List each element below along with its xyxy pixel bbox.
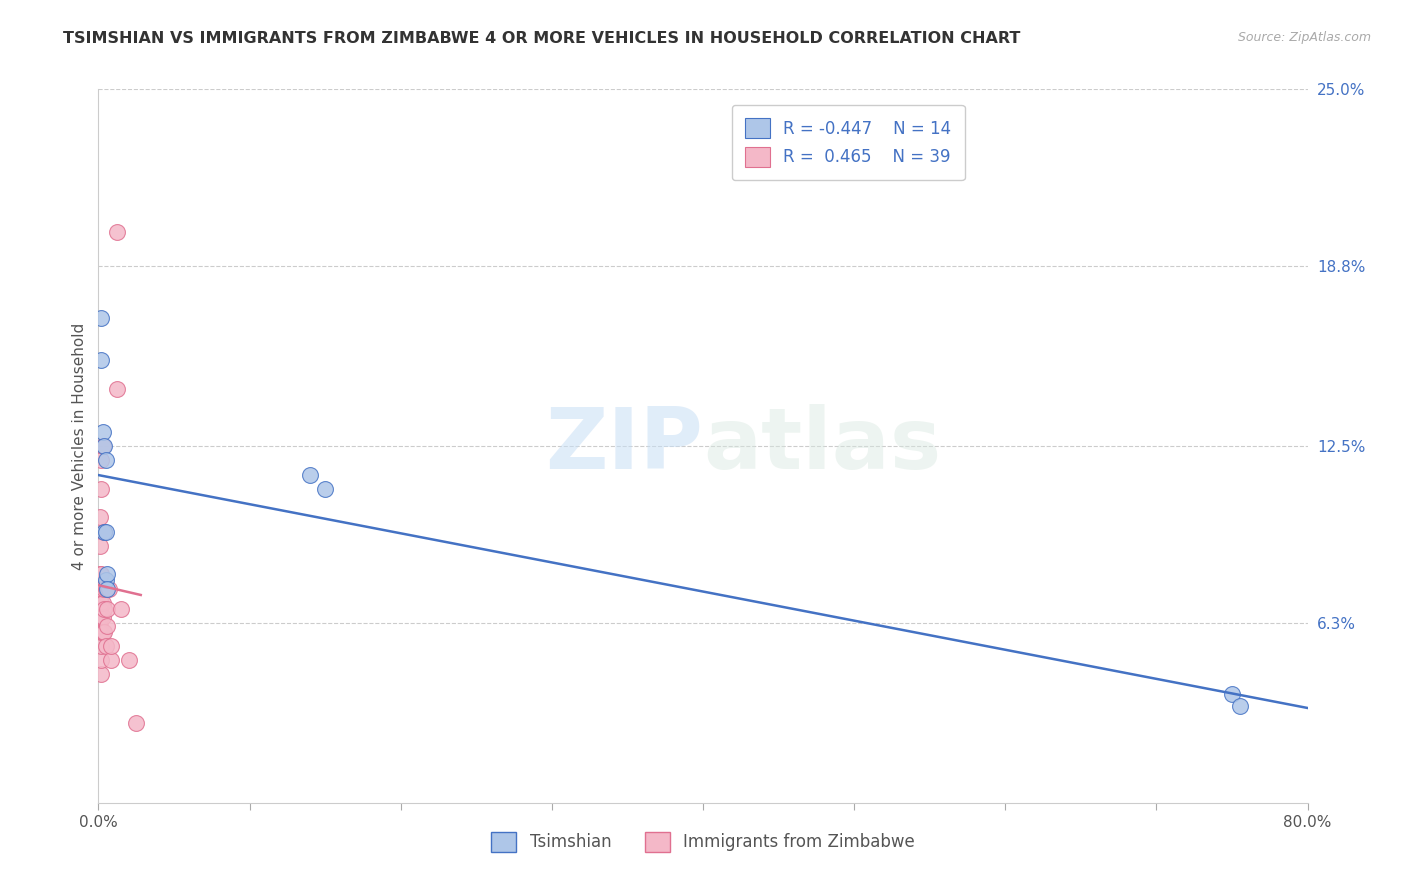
Point	[1229, 698, 1251, 713]
Point	[93, 601, 115, 615]
Point	[90, 610, 112, 624]
Point	[96, 619, 118, 633]
Text: TSIMSHIAN VS IMMIGRANTS FROM ZIMBABWE 4 OR MORE VEHICLES IN HOUSEHOLD CORRELATIO: TSIMSHIAN VS IMMIGRANTS FROM ZIMBABWE 4 …	[63, 31, 1021, 46]
Text: Source: ZipAtlas.com: Source: ZipAtlas.com	[1237, 31, 1371, 45]
Point	[89, 591, 111, 605]
Point	[90, 667, 112, 681]
Point	[94, 573, 117, 587]
Point	[96, 567, 118, 582]
Point	[100, 653, 122, 667]
Point	[93, 524, 115, 539]
Point	[100, 639, 122, 653]
Point	[91, 425, 114, 439]
Point	[90, 582, 112, 596]
Point	[118, 653, 141, 667]
Point	[89, 610, 111, 624]
Point	[89, 624, 111, 639]
Point	[90, 310, 112, 325]
Point	[314, 482, 336, 496]
Point	[299, 467, 322, 482]
Point	[89, 510, 111, 524]
Point	[98, 582, 121, 596]
Point	[89, 619, 111, 633]
Point	[96, 582, 118, 596]
Legend: Tsimshian, Immigrants from Zimbabwe: Tsimshian, Immigrants from Zimbabwe	[485, 825, 921, 859]
Point	[96, 601, 118, 615]
Point	[125, 715, 148, 730]
Point	[90, 453, 112, 467]
Point	[94, 582, 117, 596]
Point	[90, 653, 112, 667]
Point	[91, 624, 114, 639]
Point	[89, 582, 111, 596]
Point	[1220, 687, 1243, 701]
Point	[94, 453, 117, 467]
Point	[94, 524, 117, 539]
Point	[93, 439, 115, 453]
Point	[110, 601, 132, 615]
Point	[94, 639, 117, 653]
Point	[105, 225, 128, 239]
Point	[91, 439, 114, 453]
Point	[91, 596, 114, 610]
Point	[90, 567, 112, 582]
Text: ZIP: ZIP	[546, 404, 703, 488]
Point	[90, 482, 112, 496]
Point	[89, 567, 111, 582]
Point	[90, 639, 112, 653]
Point	[89, 539, 111, 553]
Point	[90, 624, 112, 639]
Point	[91, 610, 114, 624]
Point	[90, 353, 112, 368]
Point	[90, 596, 112, 610]
Point	[93, 524, 115, 539]
Y-axis label: 4 or more Vehicles in Household: 4 or more Vehicles in Household	[72, 322, 87, 570]
Point	[89, 601, 111, 615]
Point	[105, 382, 128, 396]
Point	[93, 582, 115, 596]
Point	[93, 624, 115, 639]
Text: atlas: atlas	[703, 404, 941, 488]
